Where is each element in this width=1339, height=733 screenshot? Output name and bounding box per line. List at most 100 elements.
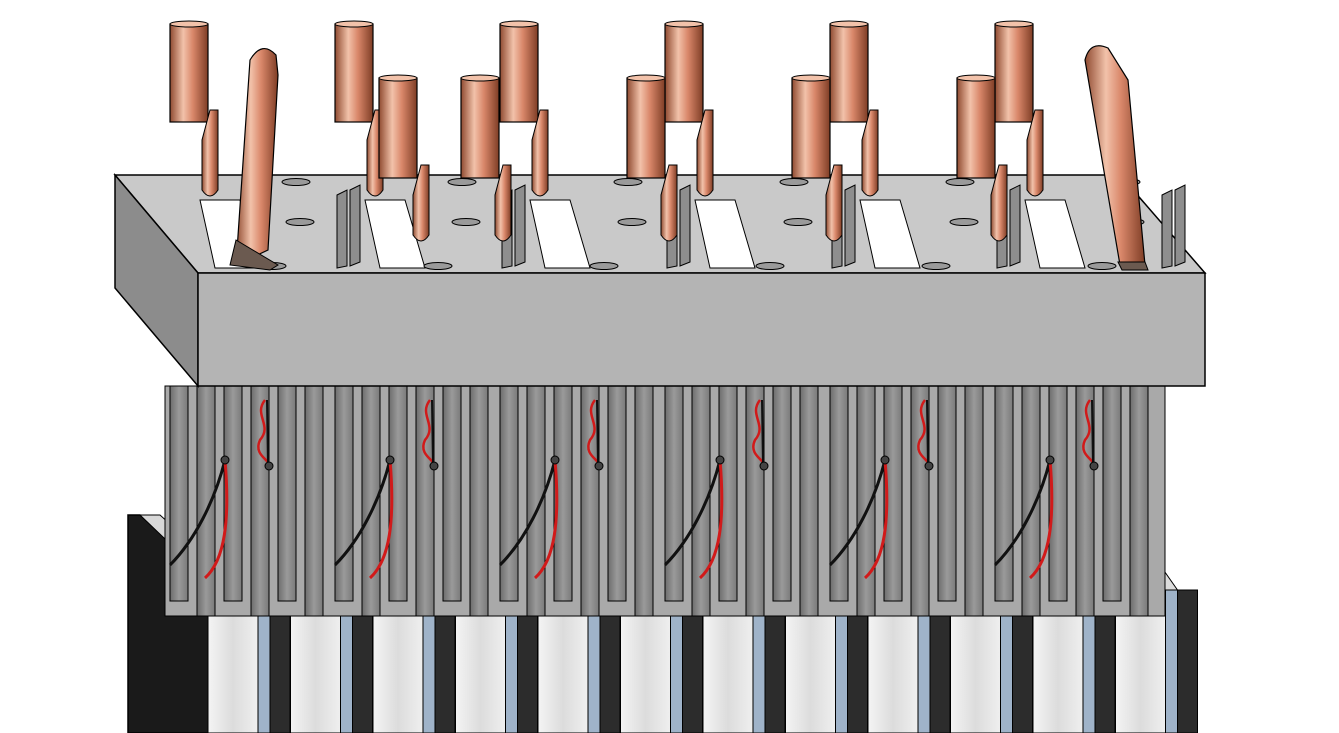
tab-plate xyxy=(499,385,519,602)
sensor-probe xyxy=(385,455,395,465)
sensor-wire-red xyxy=(203,459,229,580)
copper-terminal xyxy=(499,23,539,123)
sensor-probe xyxy=(1045,455,1055,465)
tab-plate xyxy=(442,385,462,602)
copper-terminal xyxy=(334,23,374,123)
copper-loop xyxy=(990,164,1008,242)
tab-plate xyxy=(772,385,792,602)
cell-side xyxy=(1177,589,1198,733)
sensor-wire-black xyxy=(431,399,434,466)
tab-plate xyxy=(964,385,984,617)
tab-plate xyxy=(937,385,957,602)
copper-terminals xyxy=(169,20,1044,242)
holder-slot xyxy=(859,199,921,269)
slot-tab xyxy=(1174,184,1186,267)
mounting-hole xyxy=(779,178,809,186)
tab-plate xyxy=(745,385,765,617)
tab-plate xyxy=(250,385,270,617)
slot-tab xyxy=(1009,184,1021,267)
copper-loop xyxy=(494,164,512,242)
copper-terminal-top xyxy=(664,20,704,28)
tab-plate xyxy=(994,385,1014,602)
copper-loop xyxy=(660,164,678,242)
copper-terminal-top xyxy=(499,20,539,28)
sensor-wire-black xyxy=(333,459,392,567)
sensor-wire-red xyxy=(368,459,394,580)
copper-terminal-top xyxy=(994,20,1034,28)
sensor-probe xyxy=(220,455,230,465)
holder-front-face xyxy=(197,272,1206,387)
cell-edge xyxy=(1165,589,1178,733)
copper-terminal xyxy=(460,77,500,179)
sensor-wire-black xyxy=(828,459,887,567)
copper-terminal-top xyxy=(791,74,831,82)
sensor-wire-red xyxy=(1028,459,1054,580)
sensor-wire-black xyxy=(266,399,269,466)
mounting-hole xyxy=(447,178,477,186)
slot-tab xyxy=(679,184,691,267)
sensor-probe xyxy=(1089,461,1099,471)
tab-plate xyxy=(634,385,654,617)
copper-terminal xyxy=(169,23,209,123)
tab-plate xyxy=(580,385,600,617)
sensor-wire-black xyxy=(1091,399,1094,466)
mounting-hole xyxy=(921,262,951,270)
tab-plate xyxy=(1075,385,1095,617)
copper-terminal-top xyxy=(956,74,996,82)
holder-slot xyxy=(364,199,426,269)
sensor-wire-red xyxy=(752,399,766,466)
mounting-hole xyxy=(589,262,619,270)
mounting-hole xyxy=(755,262,785,270)
mounting-hole xyxy=(949,218,979,226)
busbar-holder xyxy=(113,172,1207,389)
sensor-wire-black xyxy=(498,459,557,567)
mounting-hole xyxy=(281,178,311,186)
sensor-probe xyxy=(264,461,274,471)
sensor-wire-black xyxy=(926,399,929,466)
copper-loop xyxy=(825,164,843,242)
sensor-probe xyxy=(429,461,439,471)
copper-terminal-top xyxy=(378,74,418,82)
sensor-wire-red xyxy=(587,399,601,466)
tab-plate xyxy=(169,385,189,602)
sensor-wire-black xyxy=(993,459,1052,567)
sensor-probe xyxy=(924,461,934,471)
slot-tab xyxy=(844,184,856,267)
copper-terminal xyxy=(994,23,1034,123)
tab-plate xyxy=(469,385,489,617)
copper-terminal xyxy=(956,77,996,179)
copper-loop xyxy=(1026,109,1044,197)
slot-tab xyxy=(1161,189,1173,269)
copper-terminal xyxy=(664,23,704,123)
copper-terminal-top xyxy=(169,20,209,28)
mounting-hole xyxy=(945,178,975,186)
sensor-wire-red xyxy=(257,399,271,466)
mounting-hole xyxy=(617,218,647,226)
tab-plate xyxy=(829,385,849,602)
sensor-wire-red xyxy=(422,399,436,466)
copper-loop xyxy=(412,164,430,242)
holder-slot xyxy=(1024,199,1086,269)
sensor-wire-red xyxy=(533,459,559,580)
sensor-probe xyxy=(715,455,725,465)
copper-terminal-top xyxy=(334,20,374,28)
mounting-holes xyxy=(257,178,1145,270)
terminal-plates xyxy=(164,385,1166,617)
sensor-wire-red xyxy=(863,459,889,580)
tab-plate xyxy=(910,385,930,617)
mounting-hole xyxy=(783,218,813,226)
sensor-wires xyxy=(168,399,1099,580)
tab-plate xyxy=(1129,385,1149,617)
copper-terminal xyxy=(378,77,418,179)
sensor-probe xyxy=(880,455,890,465)
sensor-probe xyxy=(759,461,769,471)
tab-plate xyxy=(334,385,354,602)
copper-loop xyxy=(696,109,714,197)
tab-plate xyxy=(277,385,297,602)
tab-plate xyxy=(304,385,324,617)
sensor-probe xyxy=(594,461,604,471)
holder-slot xyxy=(694,199,756,269)
mounting-hole xyxy=(451,218,481,226)
tab-plate xyxy=(1102,385,1122,602)
tab-plate xyxy=(664,385,684,602)
